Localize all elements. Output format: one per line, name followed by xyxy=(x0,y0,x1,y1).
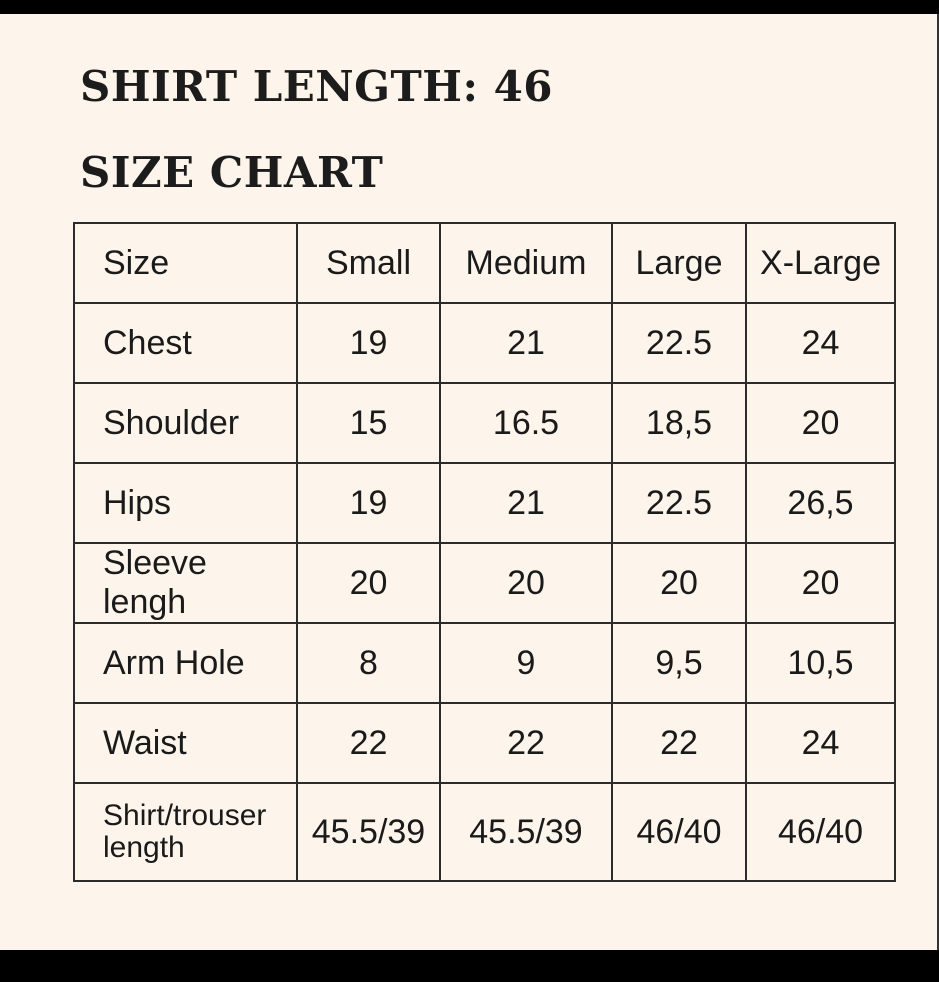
column-header: X-Large xyxy=(745,222,896,304)
table-cell: 22 xyxy=(439,702,613,784)
table-cell: 16.5 xyxy=(439,382,613,464)
table-row: Shirt/trouser length 45.5/39 45.5/39 46/40 4… xyxy=(73,782,896,882)
table-cell: 20 xyxy=(439,542,613,624)
size-chart-table: Size Small Medium Large X-Large Chest 19 21 22.5… xyxy=(73,222,896,882)
table-row: Shoulder 15 16.5 18,5 20 xyxy=(73,382,896,464)
table-cell: 9,5 xyxy=(611,622,747,704)
row-label: Chest xyxy=(73,302,298,384)
table-cell: 46/40 xyxy=(611,782,747,882)
header-row: Size Small Medium Large X-Large xyxy=(73,222,896,304)
right-edge xyxy=(937,14,939,950)
column-header: Medium xyxy=(439,222,613,304)
table-cell: 18,5 xyxy=(611,382,747,464)
row-label: Waist xyxy=(73,702,298,784)
table-cell: 8 xyxy=(296,622,441,704)
table-cell: 22 xyxy=(296,702,441,784)
table-row: Hips 19 21 22.5 26,5 xyxy=(73,462,896,544)
table-cell: 19 xyxy=(296,462,441,544)
table-cell: 10,5 xyxy=(745,622,896,704)
table-cell: 45.5/39 xyxy=(296,782,441,882)
table-row: Arm Hole 8 9 9,5 10,5 xyxy=(73,622,896,704)
column-header: Large xyxy=(611,222,747,304)
table-cell: 20 xyxy=(611,542,747,624)
table-cell: 45.5/39 xyxy=(439,782,613,882)
table-cell: 22 xyxy=(611,702,747,784)
table-cell: 20 xyxy=(745,382,896,464)
page-title: SHIRT LENGTH: 46 xyxy=(80,62,554,111)
column-header: Small xyxy=(296,222,441,304)
row-label: Sleeve lengh xyxy=(73,542,298,624)
table-cell: 22.5 xyxy=(611,462,747,544)
bottom-bar xyxy=(0,950,939,982)
table-cell: 21 xyxy=(439,302,613,384)
table-cell: 21 xyxy=(439,462,613,544)
row-label: Shirt/trouser length xyxy=(73,782,298,882)
top-bar xyxy=(0,0,939,14)
table-cell: 9 xyxy=(439,622,613,704)
page-subtitle: SIZE CHART xyxy=(80,148,384,197)
row-label: Shoulder xyxy=(73,382,298,464)
table-row: Waist 22 22 22 24 xyxy=(73,702,896,784)
table-cell: 26,5 xyxy=(745,462,896,544)
table-row: Sleeve lengh 20 20 20 20 xyxy=(73,542,896,624)
table-cell: 20 xyxy=(296,542,441,624)
table-cell: 24 xyxy=(745,302,896,384)
table-cell: 22.5 xyxy=(611,302,747,384)
table-row: Chest 19 21 22.5 24 xyxy=(73,302,896,384)
row-label: Arm Hole xyxy=(73,622,298,704)
table-cell: 19 xyxy=(296,302,441,384)
row-label: Hips xyxy=(73,462,298,544)
table-cell: 15 xyxy=(296,382,441,464)
table-cell: 46/40 xyxy=(745,782,896,882)
column-header: Size xyxy=(73,222,298,304)
table-cell: 20 xyxy=(745,542,896,624)
table-cell: 24 xyxy=(745,702,896,784)
